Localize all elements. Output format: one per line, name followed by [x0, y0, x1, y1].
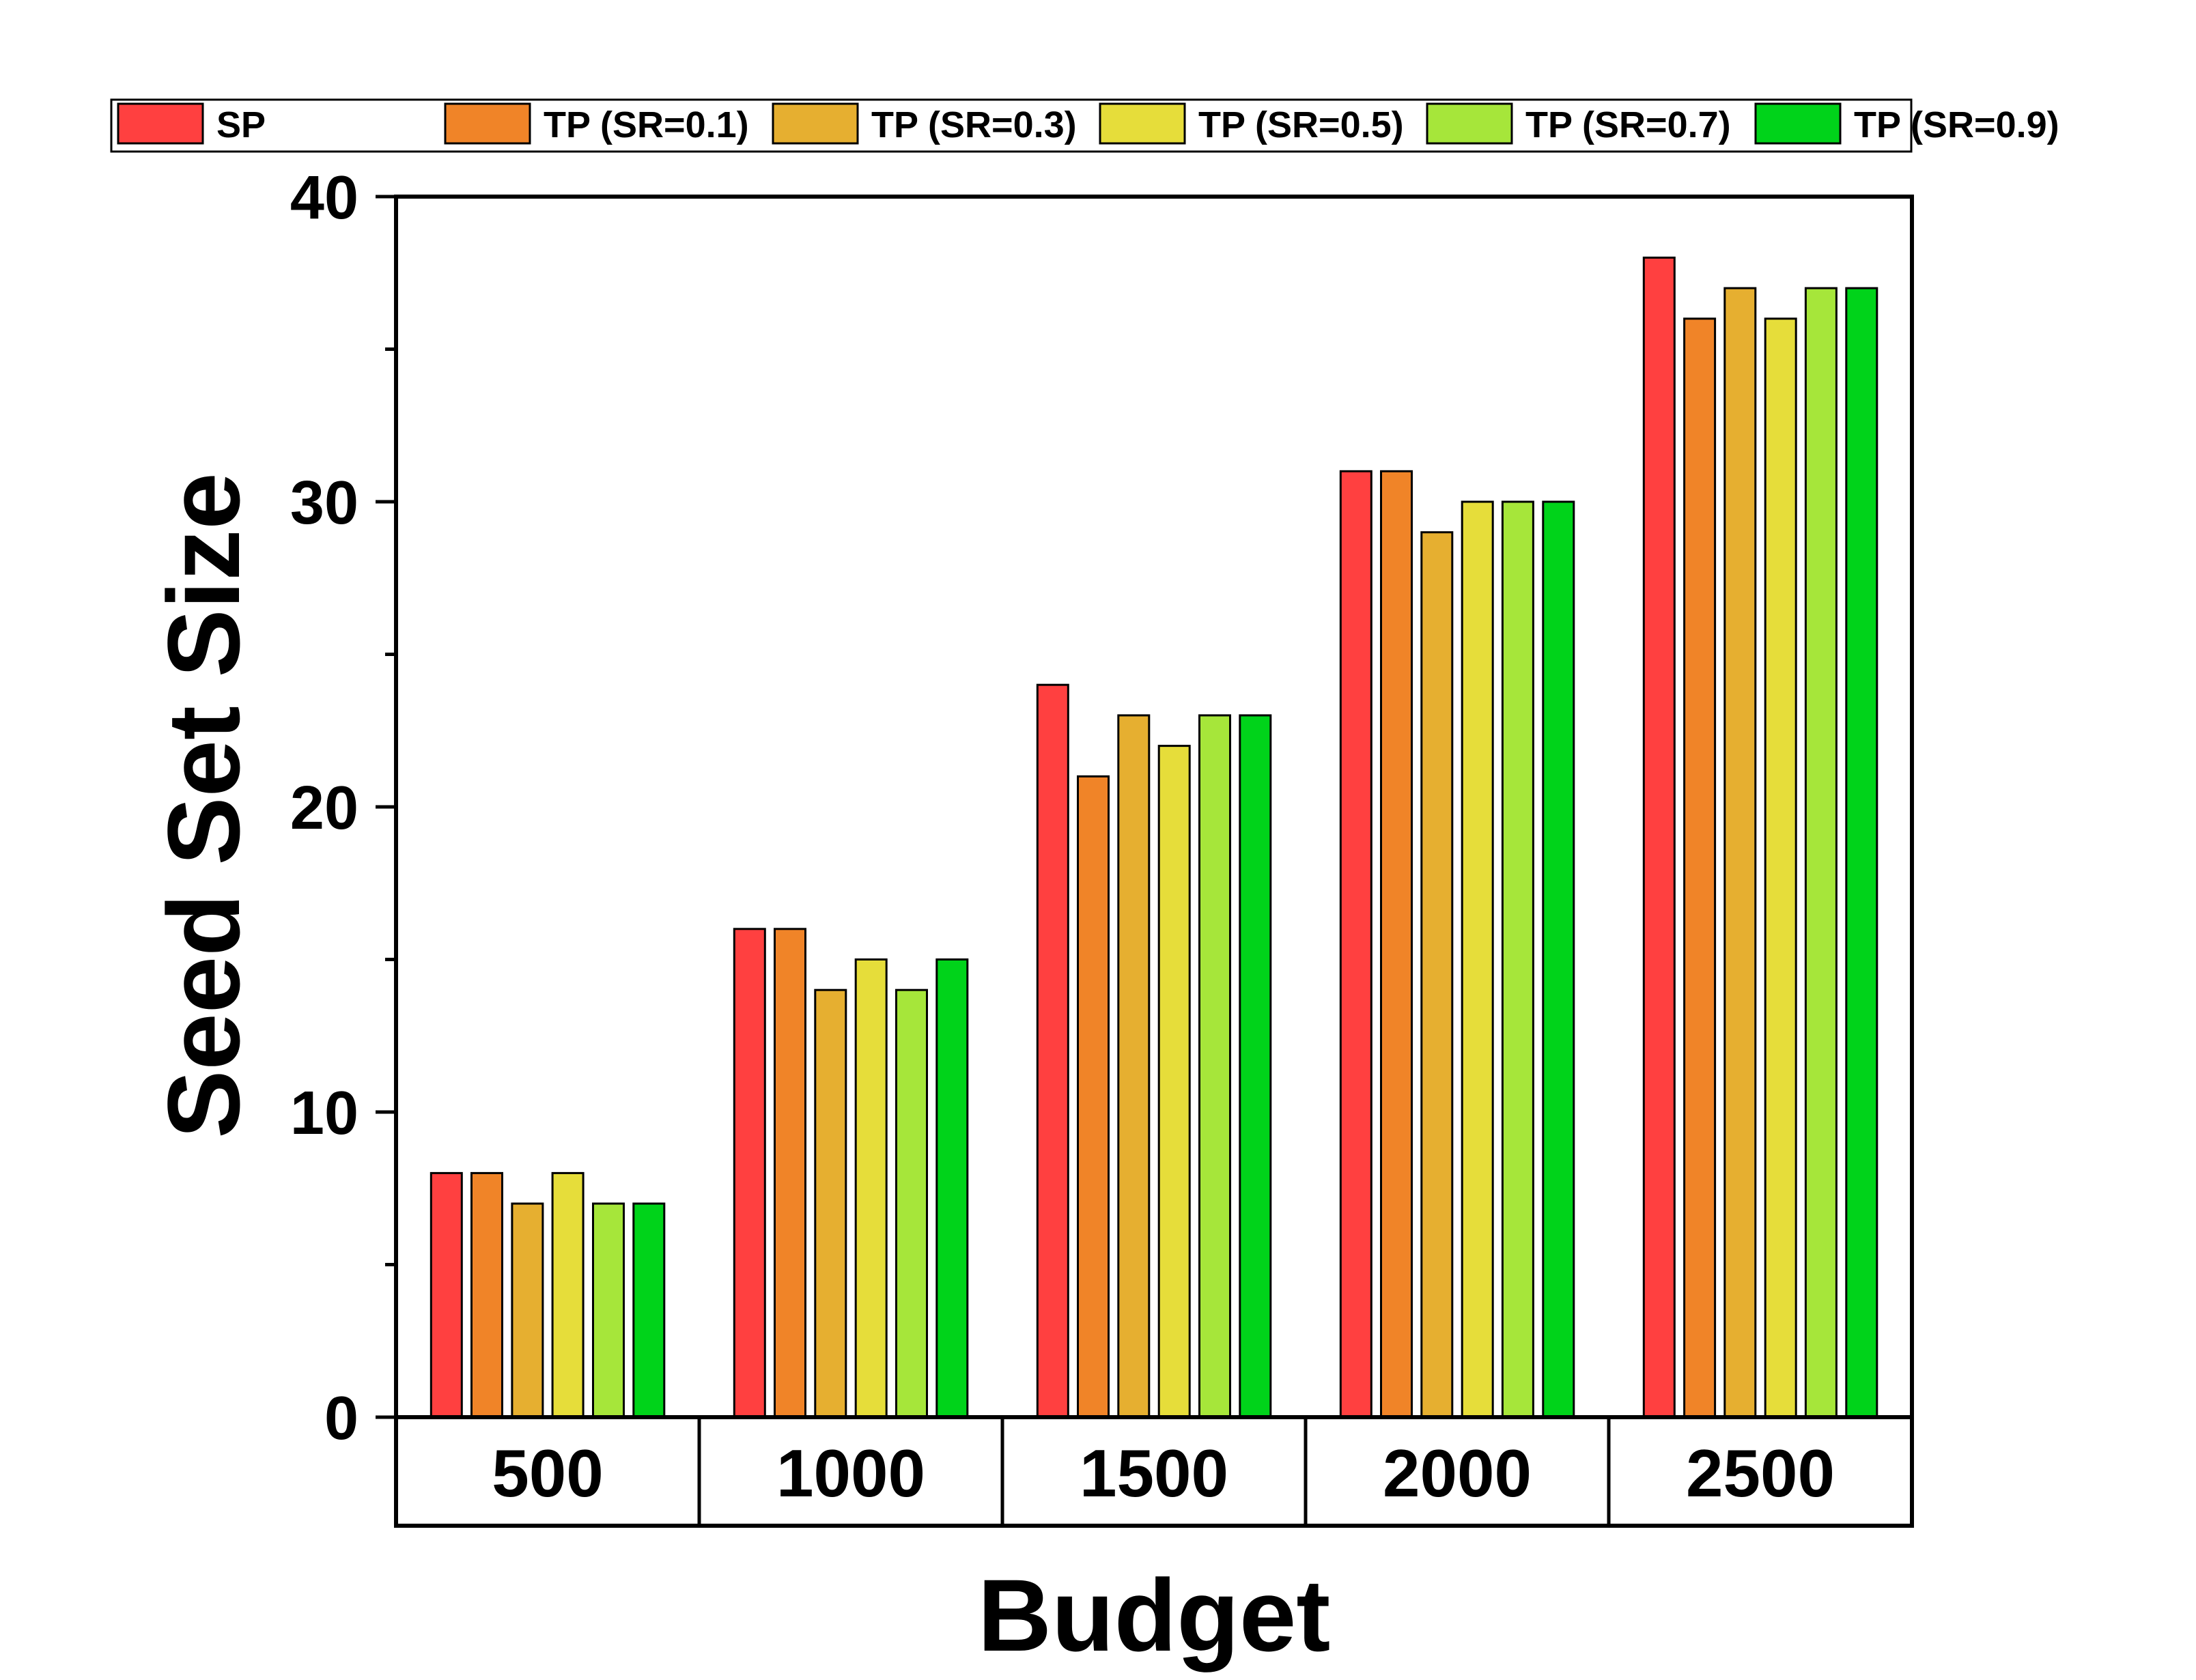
- bar: [1501, 500, 1534, 1419]
- y-tick-label: 30: [290, 469, 358, 537]
- bars-layer: [430, 256, 1878, 1419]
- bar: [1764, 317, 1797, 1419]
- y-axis: 0 10 20 30 40: [290, 164, 396, 1453]
- legend-swatch: [117, 102, 204, 145]
- legend-frame: [110, 98, 1913, 153]
- x-tick-label: 1500: [1080, 1436, 1228, 1511]
- legend-label: TP (SR=0.1): [544, 104, 749, 145]
- bar: [1542, 500, 1575, 1419]
- bar: [551, 1171, 585, 1419]
- bar: [470, 1171, 503, 1419]
- bar: [1077, 775, 1110, 1419]
- bar: [814, 988, 847, 1419]
- bar: [1036, 683, 1069, 1419]
- x-axis-title: Budget: [978, 1558, 1331, 1672]
- legend-swatch: [1426, 102, 1513, 145]
- bar: [1339, 470, 1372, 1419]
- legend-swatch: [444, 102, 531, 145]
- bar: [1804, 287, 1838, 1419]
- legend-label: TP (SR=0.5): [1198, 104, 1404, 145]
- x-axis-category-table: 500 1000 1500 2000 2500: [394, 1415, 1914, 1528]
- bar: [733, 928, 766, 1419]
- x-tick-label: 2500: [1686, 1436, 1835, 1511]
- bar: [1380, 470, 1413, 1419]
- legend-swatch: [1099, 102, 1186, 145]
- legend-swatch: [772, 102, 859, 145]
- y-tick-label: 40: [290, 164, 358, 232]
- bar: [1420, 531, 1454, 1419]
- bar: [774, 928, 806, 1419]
- bar: [430, 1171, 463, 1419]
- y-axis-title: Seed Set Size: [146, 472, 261, 1138]
- bar: [1117, 714, 1151, 1419]
- x-tick-label: 1000: [776, 1436, 925, 1511]
- legend-label: SP: [216, 104, 266, 145]
- bar: [1239, 714, 1272, 1419]
- bar: [592, 1202, 625, 1419]
- bar: [935, 958, 969, 1419]
- y-tick-label: 10: [290, 1079, 358, 1148]
- plot-area: 0 10 20 30 40 500 1000 1500 2000 2500: [290, 164, 1914, 1528]
- bar: [511, 1202, 544, 1419]
- legend-label: TP (SR=0.7): [1525, 104, 1731, 145]
- y-tick-label: 0: [324, 1384, 358, 1453]
- bar: [854, 958, 888, 1419]
- bar: [1198, 714, 1231, 1419]
- legend-label: TP (SR=0.9): [1854, 104, 2059, 145]
- legend-label: TP (SR=0.3): [871, 104, 1077, 145]
- y-tick-label: 20: [290, 774, 358, 842]
- bar: [1845, 287, 1878, 1419]
- legend-swatch: [1754, 102, 1842, 145]
- x-tick-label: 2000: [1383, 1436, 1532, 1511]
- bar: [1723, 287, 1757, 1419]
- bar: [1642, 256, 1676, 1419]
- bar: [1683, 317, 1717, 1419]
- bar: [895, 988, 928, 1419]
- bar: [1461, 500, 1494, 1419]
- legend: SP TP (SR=0.1) TP (SR=0.3) TP (SR=0.5) TP (S…: [110, 98, 2059, 153]
- bar: [632, 1202, 666, 1419]
- bar: [1157, 745, 1191, 1419]
- category-table-frame: [394, 1415, 1914, 1528]
- x-tick-label: 500: [492, 1436, 604, 1511]
